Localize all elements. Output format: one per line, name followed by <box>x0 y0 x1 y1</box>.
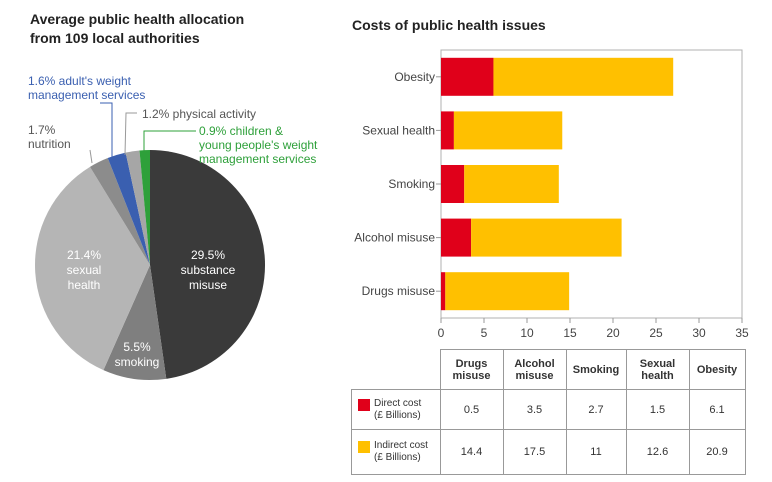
bar-indirect <box>464 165 559 203</box>
pie-label-physical: 1.2% physical activity <box>142 107 256 121</box>
pie-label-children-line2: young people's weight <box>199 138 318 152</box>
pie-label-substance-text: substance <box>181 263 236 277</box>
pie-chart <box>35 150 266 381</box>
pie-labels: 29.5% substance misuse 5.5% smoking 21.4… <box>28 74 318 369</box>
x-tick-label: 30 <box>692 326 706 340</box>
table-header-cell: Sexual health <box>625 349 690 390</box>
y-tick-label: Sexual health <box>362 123 435 137</box>
pie-slice-adult <box>107 152 150 265</box>
x-tick-label: 0 <box>438 326 445 340</box>
bar-direct <box>441 218 472 257</box>
table-cell: 12.6 <box>625 429 690 475</box>
legend-swatch-indirect <box>358 441 370 453</box>
x-tick-label: 5 <box>481 326 488 340</box>
pie-label-smoking-pct: 5.5% <box>123 340 151 354</box>
bar-indirect <box>453 111 563 150</box>
y-tick-label: Smoking <box>388 177 435 191</box>
table-cell: 2.7 <box>565 389 627 430</box>
x-tick-label: 35 <box>735 326 749 340</box>
pie-slice-substance <box>150 150 266 379</box>
callout-physical <box>124 112 137 156</box>
table-header-cell: Alcohol misuse <box>502 349 567 390</box>
x-tick-label: 10 <box>520 326 534 340</box>
bar-direct <box>441 111 454 150</box>
legend-swatch-direct <box>358 398 370 411</box>
pie-label-adult-line1: 1.6% adult's weight <box>28 74 132 88</box>
bar-chart-title: Costs of public health issues <box>352 17 546 33</box>
table-cell: 3.5 <box>502 389 567 430</box>
table-cell: 17.5 <box>502 429 567 475</box>
table-cell: 11 <box>565 429 627 475</box>
pie-label-substance-text2: misuse <box>189 278 227 292</box>
table-corner <box>351 349 441 390</box>
pie-chart-title: Average public health allocation from 10… <box>30 10 330 48</box>
legend-direct-cost: Direct cost (£ Billions) <box>351 389 441 430</box>
pie-callout-lines <box>89 102 196 164</box>
x-tick-label: 15 <box>563 326 577 340</box>
table-cell: 6.1 <box>688 389 746 430</box>
table-cell: 0.5 <box>439 389 504 430</box>
pie-label-children-line3: management services <box>199 152 316 166</box>
bar-indirect <box>493 57 674 96</box>
callout-nutrition <box>89 149 93 164</box>
pie-label-sexual-text2: health <box>68 278 101 292</box>
pie-label-substance-pct: 29.5% <box>191 248 225 262</box>
bar-direct <box>441 57 494 96</box>
y-tick-label: Alcohol misuse <box>354 231 435 245</box>
table-header-cell: Smoking <box>565 349 627 390</box>
pie-label-adult-line2: management services <box>28 88 145 102</box>
x-tick-label: 25 <box>649 326 663 340</box>
y-tick-label: Obesity <box>394 70 435 84</box>
pie-label-nutrition-pct: 1.7% <box>28 123 56 137</box>
table-cell: 20.9 <box>688 429 746 475</box>
bar-indirect <box>445 272 570 311</box>
pie-title-line1: Average public health allocation <box>30 11 245 27</box>
pie-slice-smoking <box>103 265 167 381</box>
pie-label-sexual-pct: 21.4% <box>67 248 101 262</box>
bar-direct <box>441 272 446 311</box>
pie-slice-nutrition <box>89 158 150 265</box>
cost-table: Drugs misuse Alcohol misuse Smoking Sexual… <box>351 349 746 475</box>
bar-chart: Obesity Sexual health Smoking Alcohol misus… <box>354 49 749 340</box>
callout-children <box>143 130 196 154</box>
pie-slice-sexual <box>35 166 150 371</box>
pie-label-children-line1: 0.9% children & <box>199 124 283 138</box>
table-header-cell: Obesity <box>688 349 746 390</box>
pie-label-nutrition-text: nutrition <box>28 137 71 151</box>
pie-title-line2: from 109 local authorities <box>30 30 200 46</box>
y-tick-label: Drugs misuse <box>362 284 436 298</box>
pie-label-sexual-text: sexual <box>67 263 102 277</box>
table-row-direct: Direct cost (£ Billions) 0.5 3.5 2.7 1.5 … <box>351 389 746 430</box>
bar-direct <box>441 165 465 203</box>
callout-adult <box>100 102 113 158</box>
legend-indirect-cost: Indirect cost (£ Billions) <box>351 429 441 475</box>
pie-slice-physical <box>125 150 150 265</box>
pie-label-smoking-text: smoking <box>115 355 160 369</box>
x-tick-label: 20 <box>606 326 620 340</box>
table-header-row: Drugs misuse Alcohol misuse Smoking Sexual… <box>351 349 746 390</box>
table-cell: 1.5 <box>625 389 690 430</box>
table-cell: 14.4 <box>439 429 504 475</box>
table-row-indirect: Indirect cost (£ Billions) 14.4 17.5 11 1… <box>351 429 746 475</box>
pie-slice-children <box>139 150 150 265</box>
bar-indirect <box>471 218 622 257</box>
table-header-cell: Drugs misuse <box>439 349 504 390</box>
